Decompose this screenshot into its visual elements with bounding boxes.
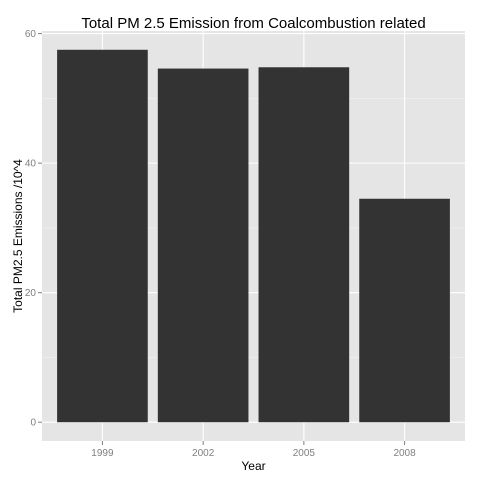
chart-title: Total PM 2.5 Emission from Coalcombustio… bbox=[81, 15, 425, 32]
x-tick-label: 2005 bbox=[293, 448, 316, 459]
x-tick-label: 1999 bbox=[91, 448, 114, 459]
bars bbox=[57, 49, 450, 423]
y-tick-label: 40 bbox=[25, 159, 37, 170]
x-tick-label: 2002 bbox=[192, 448, 215, 459]
x-tick-label: 2008 bbox=[393, 448, 416, 459]
bar-2002 bbox=[157, 68, 249, 423]
y-tick-label: 0 bbox=[30, 418, 36, 429]
bar-1999 bbox=[57, 49, 148, 423]
y-tick-label: 60 bbox=[25, 29, 37, 40]
x-axis-title: Year bbox=[241, 459, 265, 473]
bar-2008 bbox=[359, 198, 450, 423]
y-axis: 0 20 40 60 bbox=[25, 29, 42, 429]
x-axis: 1999 2002 2005 2008 bbox=[91, 441, 416, 459]
bar-2005 bbox=[258, 67, 350, 423]
y-axis-title: Total PM2.5 Emissions /10^4 bbox=[11, 159, 25, 313]
y-tick-label: 20 bbox=[25, 288, 37, 299]
